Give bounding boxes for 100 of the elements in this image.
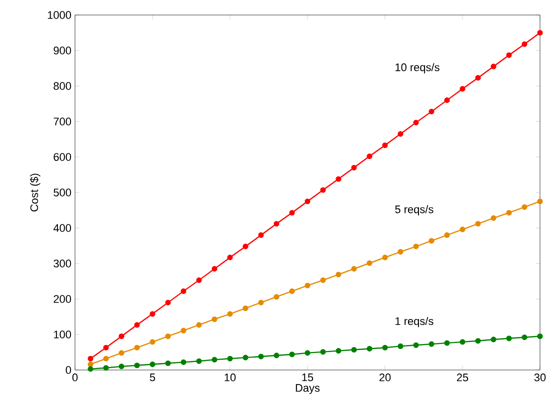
y-tick-label: 700	[54, 118, 72, 126]
y-tick-label: 600	[54, 153, 72, 161]
point	[103, 344, 109, 350]
point	[444, 97, 450, 103]
point	[522, 334, 528, 340]
point	[289, 352, 295, 358]
point	[413, 342, 419, 348]
point	[274, 220, 280, 227]
point	[320, 277, 326, 283]
point	[165, 300, 171, 306]
point	[398, 343, 404, 350]
point	[366, 260, 372, 266]
point	[444, 232, 450, 238]
point	[180, 359, 186, 365]
point	[134, 344, 140, 350]
point	[165, 360, 171, 366]
point	[150, 339, 156, 345]
point	[398, 131, 404, 137]
point	[351, 266, 357, 272]
point	[351, 346, 357, 353]
point	[537, 198, 543, 204]
x-tick-label: 25	[456, 374, 468, 382]
point	[537, 333, 543, 340]
point	[506, 52, 512, 58]
point	[460, 226, 466, 232]
point	[134, 362, 140, 368]
point	[428, 108, 434, 114]
x-tick-label: 30	[534, 374, 546, 382]
point	[382, 344, 388, 350]
point	[490, 64, 496, 70]
point	[382, 142, 388, 148]
point	[103, 356, 109, 362]
point	[118, 364, 124, 370]
point	[522, 204, 528, 210]
point	[227, 356, 233, 362]
y-tick-label: 0	[66, 366, 72, 374]
point	[413, 120, 419, 126]
y-tick-label: 100	[54, 330, 72, 338]
point	[428, 341, 434, 347]
point	[351, 164, 357, 170]
point	[150, 362, 156, 368]
annotation: 1 reqs/s	[396, 316, 434, 328]
point	[150, 311, 156, 317]
point	[475, 338, 481, 344]
y-axis-title: Cost ($)	[30, 174, 40, 212]
point	[506, 336, 512, 342]
point	[413, 244, 419, 250]
point	[88, 362, 94, 368]
point	[134, 322, 140, 328]
point	[460, 339, 466, 345]
point	[522, 41, 528, 47]
x-tick-label: 10	[224, 374, 236, 382]
point	[274, 294, 280, 300]
point	[304, 198, 310, 204]
point	[336, 348, 342, 354]
point	[428, 238, 434, 244]
x-tick-label: 15	[302, 374, 314, 382]
point	[242, 305, 248, 312]
point	[88, 356, 94, 362]
point	[460, 86, 466, 92]
point	[289, 210, 295, 216]
point	[490, 336, 496, 342]
point	[258, 232, 264, 238]
point	[475, 220, 481, 227]
point	[304, 350, 310, 356]
y-tick-label: 200	[54, 295, 72, 303]
point	[258, 354, 264, 360]
y-tick-label: 300	[54, 260, 72, 268]
point	[196, 358, 202, 364]
point	[180, 328, 186, 334]
annotation: 5 reqs/s	[395, 205, 434, 216]
point	[227, 254, 233, 260]
point	[274, 352, 280, 358]
x-tick-label: 5	[150, 374, 156, 382]
point	[289, 288, 295, 294]
point	[336, 176, 342, 182]
point	[227, 311, 233, 317]
point	[537, 30, 543, 36]
point	[490, 215, 496, 221]
point	[118, 350, 124, 356]
point	[242, 244, 248, 250]
point	[103, 365, 109, 371]
point	[88, 366, 94, 372]
point	[336, 272, 342, 278]
y-tick-label: 500	[54, 188, 72, 196]
y-tick-label: 900	[54, 46, 72, 54]
point	[366, 346, 372, 352]
x-tick-label: 20	[379, 374, 391, 382]
y-tick-label: 400	[53, 224, 72, 232]
point	[212, 316, 218, 322]
point	[304, 282, 310, 288]
point	[506, 210, 512, 216]
point	[382, 254, 388, 260]
point	[118, 333, 124, 340]
x-tick-label: 0	[72, 374, 78, 382]
annotation: 10 reqs/s	[396, 63, 440, 74]
point	[165, 333, 171, 340]
point	[196, 322, 202, 328]
y-tick-label: 800	[54, 82, 72, 90]
point	[320, 187, 326, 193]
